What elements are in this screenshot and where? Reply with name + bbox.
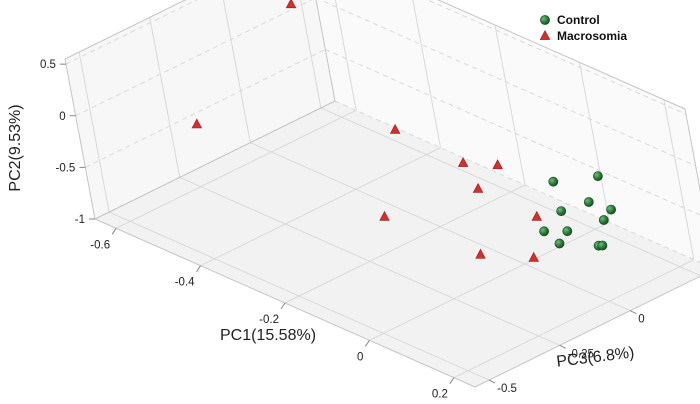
y-grid-floor [108,211,490,381]
x-grid-back [412,0,442,148]
macrosomia-point [285,0,297,9]
z-grid-back [334,100,700,263]
x-tick-mark [449,377,455,384]
y-tick-mark [559,344,566,349]
x-tick-label: -0.2 [259,314,279,326]
macrosomia-point [528,251,539,262]
y-tick-mark [630,310,637,315]
y-grid-left [78,51,110,213]
x-grid-floor [369,221,610,341]
macrosomia-point [191,118,203,129]
y-grid-floor [250,142,631,312]
control-point [597,240,608,251]
y-grid-floor [320,107,700,277]
data-points [191,0,616,262]
macrosomia-point [475,248,486,259]
y-tick-label: -0.25 [568,348,594,360]
x-tick-mark [196,265,201,272]
control-point [556,206,567,216]
x-tick-label: -0.6 [90,239,110,251]
y-tick-label: -0.5 [497,383,517,395]
left-wall-pane [65,0,335,219]
legend-control-label: Control [557,13,600,27]
box-edge [437,0,686,110]
y-grid-left [223,0,251,143]
x-axis-title: PC1(15.58%) [220,327,316,344]
box-edge [315,0,336,102]
axis-panes [65,0,700,387]
macrosomia-point [389,123,401,134]
x-tick-mark [111,228,117,235]
y-tick-mark [488,379,496,384]
legend: Control Macrosomia [539,13,627,43]
box-edge [64,58,96,220]
control-point [593,171,603,181]
x-tick-label: -0.4 [175,277,195,289]
control-point [598,215,609,225]
y-grid-left [149,17,181,178]
box-edge [474,275,700,388]
x-grid-back [334,0,357,111]
x-grid-floor [284,184,526,304]
y-tick-label: 0 [638,314,644,326]
x-grid-floor [200,147,441,267]
z-grid-back [325,48,700,216]
z-tick-label: 0 [59,111,65,123]
x-tick-mark [280,302,286,310]
control-point [562,226,573,237]
macrosomia-point [457,156,469,167]
control-point [548,176,559,187]
macrosomia-point [472,182,484,193]
legend-macrosomia-label: Macrosomia [557,29,627,43]
control-point [554,238,565,249]
control-point [583,197,594,207]
x-tick-mark [365,340,370,347]
x-grid-back [663,99,695,260]
z-tick-label: -1 [75,214,85,226]
z-tick-label: -0.5 [55,162,75,174]
z-axis-title: PC2(9.53%) [7,104,24,191]
grid-lines [65,0,700,381]
x-grid-floor [115,109,357,229]
x-tick-label: 0.2 [432,389,448,401]
box-edge [684,108,700,192]
floor-pane [95,101,700,387]
x-tick-label: 0 [357,351,363,363]
box-edge [94,100,336,220]
x-grid-back [494,24,526,186]
z-tick-label: 0.5 [40,59,56,71]
y-grid-floor [179,176,560,346]
back-wall-pane [316,0,700,263]
macrosomia-point [379,210,390,221]
x-grid-back [578,62,610,223]
legend-macrosomia-marker [539,29,551,40]
box-edge [64,0,187,60]
legend-control-marker [540,15,550,25]
macrosomia-point [492,159,503,170]
control-point [539,226,549,237]
x-grid-floor [453,259,695,379]
macrosomia-point [531,210,542,221]
y-grid-left [300,0,322,109]
z-grid-back [426,0,687,115]
z-grid-back [319,0,696,167]
control-point [606,204,616,215]
